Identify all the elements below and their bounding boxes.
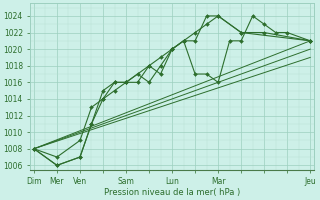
- X-axis label: Pression niveau de la mer( hPa ): Pression niveau de la mer( hPa ): [104, 188, 240, 197]
